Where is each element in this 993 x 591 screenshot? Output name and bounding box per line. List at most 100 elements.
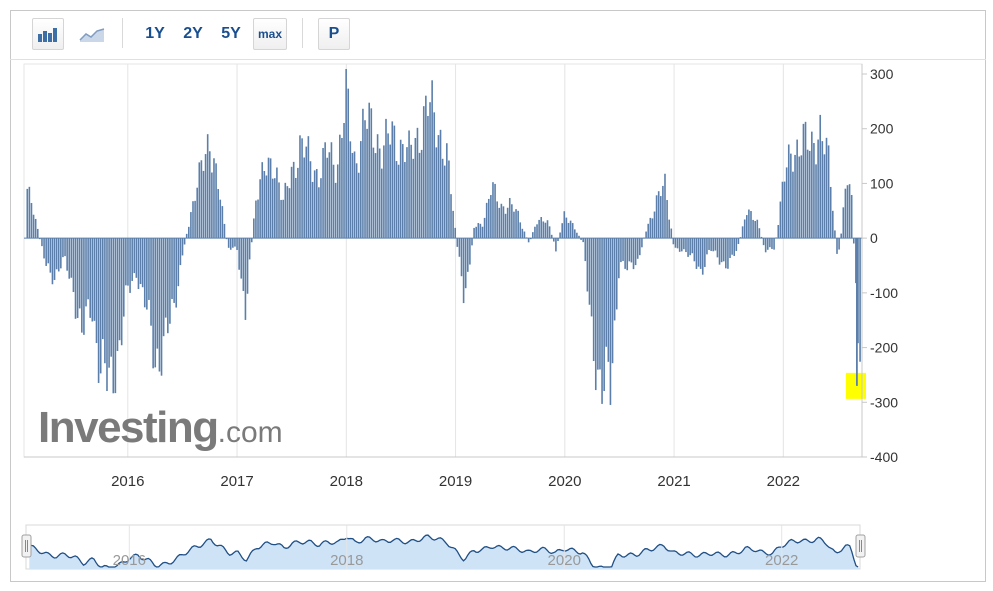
line-chart-button[interactable] (76, 18, 108, 50)
bar (263, 171, 266, 239)
bar (651, 218, 654, 239)
bar (819, 114, 822, 239)
bar (485, 202, 488, 239)
bar (93, 238, 96, 321)
bar (221, 206, 224, 239)
bar (448, 160, 450, 239)
bar (469, 238, 471, 265)
bar (196, 187, 198, 239)
bar (714, 238, 717, 251)
bar (366, 128, 368, 239)
bar (674, 238, 677, 248)
bar (328, 152, 331, 239)
bar (811, 131, 813, 239)
bar (143, 238, 146, 308)
bar (257, 199, 259, 239)
bar (527, 238, 530, 243)
bar (406, 147, 408, 239)
bar (99, 238, 102, 374)
bar (227, 238, 230, 248)
bar (825, 137, 828, 239)
navigator-line (29, 534, 859, 568)
bar (511, 204, 513, 239)
navigator-left-handle[interactable] (21, 534, 32, 558)
bar (754, 220, 756, 239)
bar (78, 238, 81, 309)
bar (404, 162, 406, 239)
bar (798, 156, 801, 239)
bar (599, 238, 601, 370)
bar (859, 238, 861, 362)
x-tick-label: 2021 (657, 473, 690, 490)
bar (727, 238, 729, 269)
bar (832, 210, 834, 239)
bar (309, 161, 312, 239)
bar (504, 213, 507, 239)
bar (659, 196, 662, 239)
bar (248, 238, 251, 260)
bar (806, 149, 809, 239)
bar (618, 238, 620, 279)
navigator-right-handle[interactable] (855, 534, 866, 558)
bar (66, 238, 68, 271)
x-tick-label: 2020 (548, 473, 581, 490)
y-tick-label: -100 (870, 285, 898, 301)
bar (120, 238, 123, 346)
bar (416, 127, 419, 239)
bar (288, 188, 291, 239)
bar (57, 238, 60, 272)
bar (265, 175, 268, 239)
bar (762, 238, 765, 246)
bar (691, 238, 694, 254)
bar (343, 123, 345, 239)
bar (97, 238, 100, 383)
toolbar-divider (122, 18, 123, 48)
bar (783, 181, 786, 239)
bar (211, 172, 213, 239)
bar (467, 238, 469, 272)
bar (198, 162, 201, 239)
range-max-button[interactable]: max (253, 18, 287, 50)
range-1y-button[interactable]: 1Y (145, 25, 165, 42)
bar (855, 238, 857, 284)
bar (110, 238, 112, 357)
bar (609, 238, 612, 405)
range-2y-button[interactable]: 2Y (183, 25, 203, 42)
bar (695, 238, 698, 269)
bar (238, 238, 240, 270)
bar (454, 227, 457, 239)
bar (334, 182, 337, 239)
bar (781, 181, 784, 239)
bar (89, 238, 92, 318)
bar (613, 238, 616, 321)
bar (349, 141, 352, 239)
bar (852, 238, 855, 244)
bar (462, 238, 465, 304)
bar (653, 211, 656, 239)
bar (315, 169, 318, 239)
bar (687, 238, 689, 257)
bar (771, 238, 773, 249)
bar (292, 161, 295, 239)
bar (450, 194, 452, 239)
bar (542, 221, 545, 239)
bar (30, 202, 33, 239)
bar (223, 223, 226, 239)
bar (856, 238, 858, 386)
bar (496, 201, 498, 239)
bar (645, 231, 647, 239)
bar (368, 102, 371, 239)
bar-chart-button[interactable] (32, 18, 64, 50)
range-5y-button[interactable]: 5Y (221, 25, 241, 42)
bar (804, 121, 807, 239)
bar (360, 141, 362, 239)
p-button[interactable]: P (318, 18, 350, 50)
bar (429, 102, 431, 239)
bar (657, 191, 660, 239)
bar (544, 222, 547, 239)
bar (150, 238, 152, 326)
bar (842, 207, 845, 239)
bar (490, 195, 492, 239)
bar (481, 226, 484, 239)
bar (131, 238, 133, 281)
